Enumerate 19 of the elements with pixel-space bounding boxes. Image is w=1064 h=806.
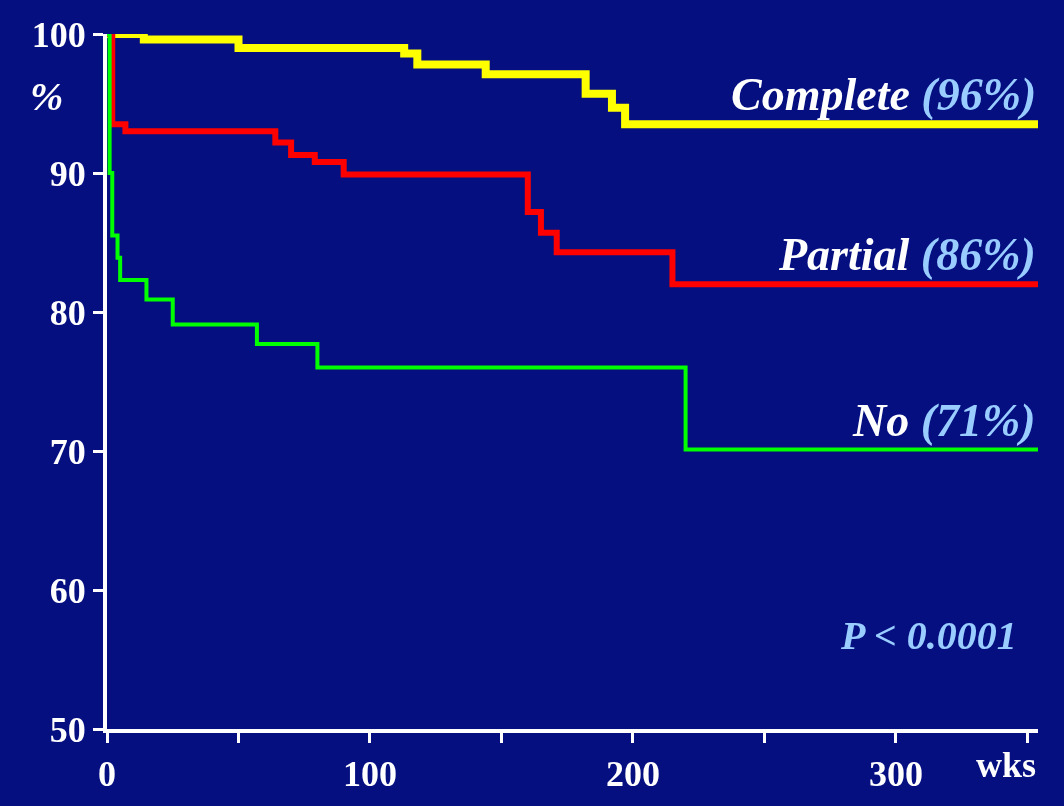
- x-tick-label: 0: [98, 754, 116, 795]
- series-label: Partial: [778, 229, 910, 280]
- y-tick-label: 60: [49, 570, 86, 611]
- x-tick-label: 100: [342, 754, 397, 795]
- y-tick-label: 70: [49, 431, 86, 472]
- annotation: (86%): [920, 229, 1036, 280]
- y-axis-title: %: [30, 74, 64, 119]
- series-label: Complete: [731, 69, 910, 120]
- x-tick-label: 200: [605, 754, 660, 795]
- y-tick-label: 50: [49, 709, 86, 750]
- x-axis-title: wks: [976, 745, 1037, 785]
- annotation: (71%): [920, 395, 1036, 446]
- series-label: No: [852, 395, 910, 446]
- y-tick-label: 80: [49, 292, 86, 333]
- annotation: P < 0.0001: [840, 613, 1017, 658]
- annotation: (96%): [921, 69, 1037, 120]
- x-tick-label: 300: [868, 754, 923, 795]
- y-tick-label: 90: [49, 153, 86, 194]
- y-tick-label: 100: [31, 14, 86, 55]
